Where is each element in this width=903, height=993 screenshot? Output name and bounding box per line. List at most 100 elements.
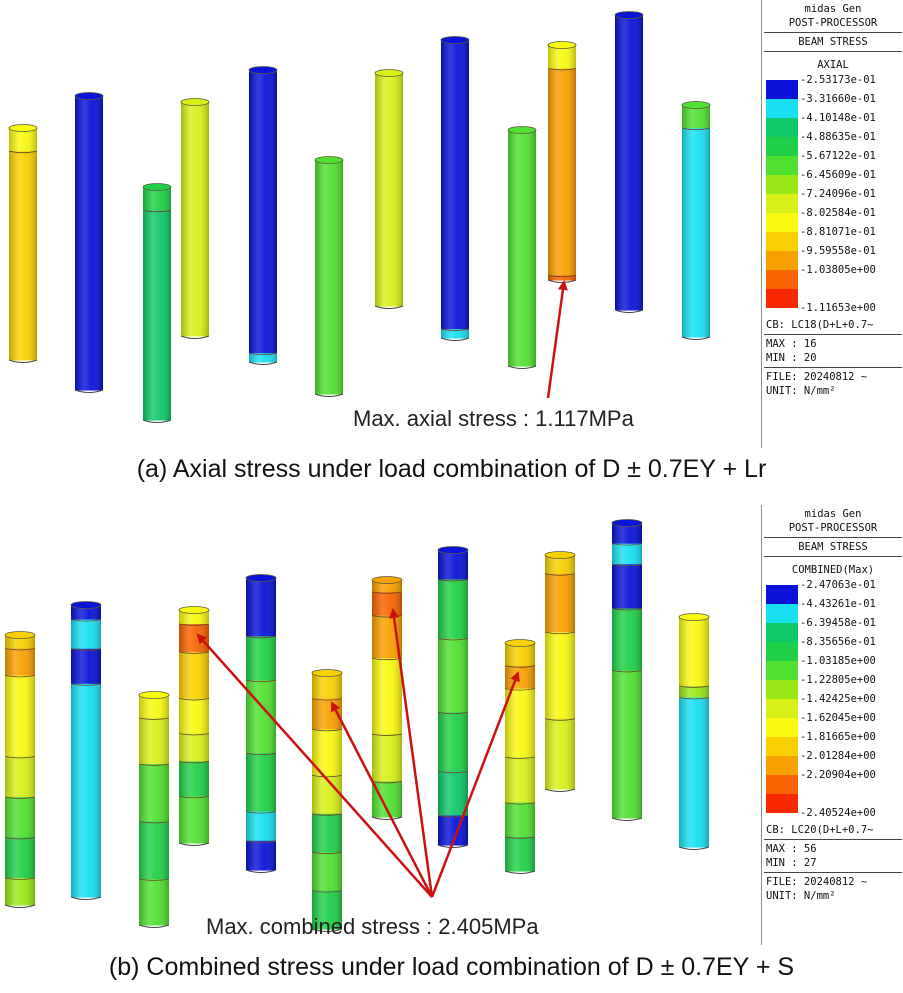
column-shading xyxy=(139,695,169,925)
legend-value: -5.67122e-01 xyxy=(800,150,876,162)
element-boundary xyxy=(437,711,469,715)
legend-divider xyxy=(764,367,902,368)
column-shading xyxy=(181,102,209,336)
legend-value: -3.31660e-01 xyxy=(800,93,876,105)
element-boundary xyxy=(70,648,102,651)
element-boundary xyxy=(544,631,576,635)
column-top-cap xyxy=(314,156,344,164)
element-boundary xyxy=(8,150,38,154)
column-bottom-edge xyxy=(74,389,104,393)
element-boundary xyxy=(245,811,277,814)
legend-max-element: MAX : 16 xyxy=(766,338,817,350)
legend-value: -2.47063e-01 xyxy=(800,579,876,591)
legend-swatch xyxy=(766,213,798,232)
column-shading xyxy=(143,187,171,420)
column-member xyxy=(248,66,278,365)
legend-swatch xyxy=(766,680,798,699)
element-boundary xyxy=(678,685,710,688)
column-member xyxy=(138,691,170,928)
combined-stress-panel: Max. combined stress : 2.405MPa midas Ge… xyxy=(0,505,903,993)
legend-swatch xyxy=(766,756,798,775)
column-bottom-edge xyxy=(142,419,172,423)
element-boundary xyxy=(504,756,536,759)
legend-swatch xyxy=(766,175,798,194)
legend-swatch xyxy=(766,137,798,156)
legend-value: -8.35656e-01 xyxy=(800,636,876,648)
column-member xyxy=(70,601,102,900)
column-member xyxy=(681,101,711,340)
legend-value: -4.10148e-01 xyxy=(800,112,876,124)
legend-value: -4.88635e-01 xyxy=(800,131,876,143)
max-combined-arrow-4 xyxy=(430,671,520,898)
column-shading xyxy=(5,635,35,905)
legend-file: FILE: 20240812 ~ xyxy=(766,876,868,888)
column-top-cap xyxy=(547,41,577,49)
legend-swatch xyxy=(766,661,798,680)
element-boundary xyxy=(504,836,536,839)
legend-max-element: MAX : 56 xyxy=(766,843,817,855)
max-combined-stress-annotation: Max. combined stress : 2.405MPa xyxy=(206,914,539,939)
element-boundary xyxy=(611,670,643,673)
legend-file: FILE: 20240812 ~ xyxy=(766,371,868,383)
element-boundary xyxy=(437,770,469,774)
axial-stress-viewport xyxy=(8,11,711,423)
column-member xyxy=(437,546,469,848)
element-boundary xyxy=(245,840,277,843)
column-bottom-edge xyxy=(4,904,36,908)
column-bottom-edge xyxy=(544,788,576,792)
column-shading xyxy=(505,643,535,871)
column-shading xyxy=(71,605,101,897)
column-shading xyxy=(612,523,642,818)
column-top-cap xyxy=(437,546,469,554)
column-top-cap xyxy=(74,92,104,100)
column-shading xyxy=(548,45,576,280)
legend-value: -9.59558e-01 xyxy=(800,245,876,257)
column-member xyxy=(547,41,577,283)
column-shading xyxy=(508,130,536,366)
column-shading xyxy=(441,40,469,338)
column-member xyxy=(245,574,277,873)
element-boundary xyxy=(311,698,343,701)
column-bottom-edge xyxy=(611,817,643,821)
legend-value: -2.01284e+00 xyxy=(800,750,876,762)
legend-component: AXIAL xyxy=(817,59,849,71)
element-boundary xyxy=(437,815,469,818)
column-top-cap xyxy=(440,36,470,44)
axial-caption: (a) Axial stress under load combination … xyxy=(136,455,767,483)
legend-software: midas Gen xyxy=(804,508,862,520)
legend-value: -2.53173e-01 xyxy=(800,74,876,86)
legend-value: -4.43261e-01 xyxy=(800,598,876,610)
legend-swatch xyxy=(766,156,798,175)
column-top-cap xyxy=(504,639,536,647)
legend-swatch xyxy=(766,604,798,623)
legend-value: -6.39458e-01 xyxy=(800,617,876,629)
combined-stress-viewport xyxy=(4,519,710,932)
element-boundary xyxy=(178,651,210,654)
element-boundary xyxy=(245,679,277,683)
legend-swatch xyxy=(766,289,798,308)
element-boundary xyxy=(142,209,172,213)
legend-swatch xyxy=(766,718,798,737)
column-member xyxy=(8,124,38,363)
max-combined-arrow-2 xyxy=(330,701,434,898)
element-boundary xyxy=(504,688,536,691)
element-boundary xyxy=(544,718,576,721)
column-bottom-edge xyxy=(311,928,343,932)
column-bottom-edge xyxy=(440,337,470,341)
legend-min-element: MIN : 20 xyxy=(766,352,817,364)
element-boundary xyxy=(311,890,343,893)
column-bottom-edge xyxy=(371,816,403,820)
element-boundary xyxy=(681,127,711,131)
column-bottom-edge xyxy=(681,336,711,340)
column-top-cap xyxy=(248,66,278,74)
column-member xyxy=(504,639,536,874)
legend-module: POST-PROCESSOR xyxy=(788,522,878,534)
column-member xyxy=(4,631,36,908)
column-bottom-edge xyxy=(138,924,170,928)
legend-value: -1.03185e+00 xyxy=(800,655,876,667)
element-boundary xyxy=(248,352,278,356)
column-shading xyxy=(438,550,468,845)
element-boundary xyxy=(4,837,36,840)
legend-swatch xyxy=(766,775,798,794)
column-bottom-edge xyxy=(614,309,644,313)
